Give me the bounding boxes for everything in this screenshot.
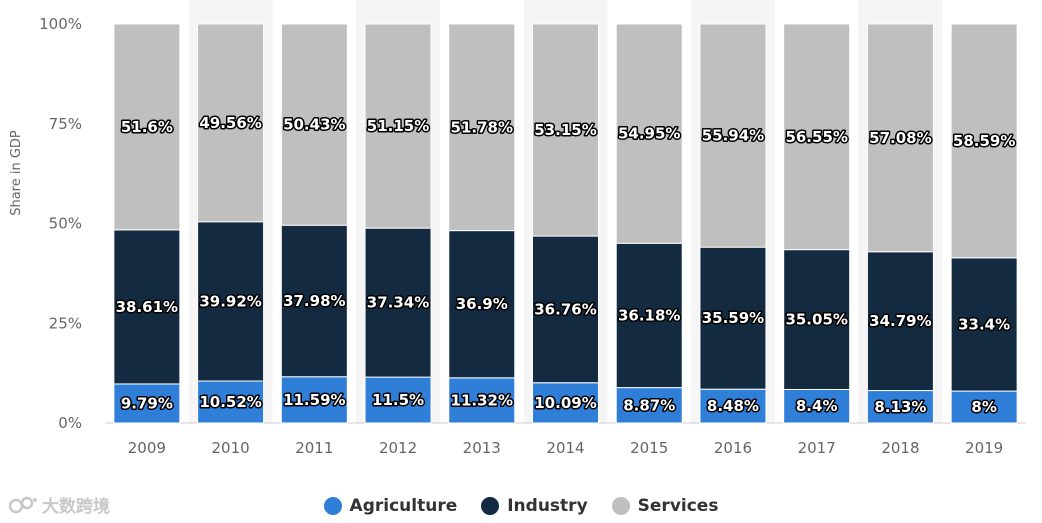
data-label-agriculture-2009: 9.79% [121, 394, 173, 412]
bar-services-2015 [615, 23, 683, 244]
stacked-bar-chart: 0% 25% 50% 75% 100% Share in GDP 9.79% 38.61%… [9, 15, 1026, 457]
bar-industry-2015 [615, 242, 683, 389]
bar-agriculture-2012 [364, 376, 432, 424]
x-tick-label: 2018 [881, 439, 919, 457]
x-tick-label: 2010 [211, 439, 249, 457]
bar-industry-2014 [532, 235, 599, 384]
legend: Agriculture Industry Services [0, 496, 1042, 516]
legend-marker-services [611, 497, 630, 515]
bar-services-2010 [197, 23, 265, 223]
bar-agriculture-2019 [950, 390, 1018, 424]
y-tick-label: 50% [49, 215, 82, 233]
bar-agriculture-2018 [866, 390, 934, 424]
y-tick-label: 25% [49, 314, 82, 332]
data-label-agriculture-2015: 8.87% [623, 396, 675, 414]
watermark-text: 大数跨境 [42, 497, 110, 517]
x-tick-label: 2011 [295, 439, 333, 457]
x-tick-label: 2015 [630, 439, 668, 457]
y-tick-label: 0% [58, 414, 82, 432]
data-label-industry-2009: 38.61% [116, 298, 178, 316]
x-tick-label: 2014 [546, 439, 584, 457]
data-label-agriculture-2014: 10.09% [534, 394, 596, 412]
bar-agriculture-2017 [783, 388, 851, 424]
data-label-agriculture-2019: 8% [971, 398, 996, 416]
bar-industry-2009 [113, 229, 181, 385]
data-label-services-2013: 51.78% [451, 118, 513, 136]
x-tick-label: 2016 [714, 439, 752, 457]
watermark-logo: 大数跨境 [8, 492, 110, 517]
bar-industry-2019 [950, 257, 1018, 392]
data-label-agriculture-2011: 11.59% [283, 391, 345, 409]
bar-services-2012 [364, 23, 432, 229]
data-label-industry-2015: 36.18% [618, 306, 680, 324]
bar-services-2017 [783, 23, 851, 251]
data-label-industry-2011: 37.98% [283, 292, 345, 310]
data-label-agriculture-2018: 8.13% [874, 398, 926, 416]
data-label-services-2011: 50.43% [283, 116, 345, 134]
data-label-agriculture-2013: 11.32% [451, 391, 513, 409]
data-label-services-2014: 53.15% [534, 121, 596, 139]
bar-industry-2013 [448, 230, 516, 379]
bar-industry-2011 [280, 224, 348, 378]
y-tick-label: 100% [39, 15, 82, 33]
bar-agriculture-2010 [197, 380, 265, 424]
bar-services-2013 [448, 23, 516, 232]
x-tick-label: 2019 [965, 439, 1003, 457]
x-tick-label: 2017 [798, 439, 836, 457]
data-label-industry-2018: 34.79% [869, 312, 931, 330]
bar-agriculture-2014 [532, 382, 599, 424]
data-label-industry-2017: 35.05% [785, 311, 847, 329]
data-label-agriculture-2016: 8.48% [707, 397, 759, 415]
data-label-agriculture-2017: 8.4% [796, 397, 838, 415]
data-label-services-2012: 51.15% [367, 117, 429, 135]
bar-industry-2010 [197, 221, 265, 382]
data-label-industry-2012: 37.34% [367, 294, 429, 312]
data-label-industry-2019: 33.4% [958, 315, 1010, 333]
bar-agriculture-2015 [615, 387, 683, 424]
x-axis-ticks: 2009 2010 2011 2012 2013 2014 2015 2016 2017 2018… [128, 439, 1003, 457]
data-label-services-2019: 58.59% [953, 132, 1015, 150]
legend-label-services: Services [637, 496, 719, 516]
bar-industry-2018 [866, 251, 934, 392]
bar-agriculture-2009 [113, 383, 181, 424]
legend-marker-industry [481, 497, 500, 515]
bar-industry-2012 [364, 227, 432, 378]
bar-services-2019 [950, 23, 1018, 259]
legend-item-services[interactable]: Services [611, 496, 719, 516]
data-label-services-2009: 51.6% [121, 118, 173, 136]
data-labels: 9.79% 38.61% 51.6% 10.52% 39.92% 49.56% 11.59%… [114, 112, 1017, 417]
legend-item-agriculture[interactable]: Agriculture [323, 496, 458, 516]
data-label-services-2010: 49.56% [199, 114, 261, 132]
bar-services-2009 [113, 23, 181, 231]
y-axis-title: Share in GDP [9, 130, 24, 216]
bar-industry-2016 [699, 246, 767, 390]
legend-marker-agriculture [323, 497, 342, 515]
bar-services-2016 [699, 23, 767, 248]
bar-services-2018 [866, 23, 934, 253]
data-label-agriculture-2012: 11.5% [372, 391, 424, 409]
y-axis-ticks: 0% 25% 50% 75% 100% [39, 15, 82, 432]
bar-services-2011 [280, 23, 348, 226]
data-label-services-2018: 57.08% [869, 129, 931, 147]
legend-label-industry: Industry [507, 496, 588, 516]
bar-agriculture-2013 [448, 377, 516, 424]
bar-industry-2017 [783, 249, 851, 390]
legend-item-industry[interactable]: Industry [481, 496, 588, 516]
data-label-industry-2014: 36.76% [534, 300, 596, 318]
data-label-industry-2010: 39.92% [199, 292, 261, 310]
legend-label-agriculture: Agriculture [349, 496, 458, 516]
bar-services-2014 [532, 23, 599, 237]
data-label-industry-2016: 35.59% [702, 309, 764, 327]
x-tick-label: 2009 [128, 439, 166, 457]
y-tick-label: 75% [49, 115, 82, 133]
data-label-services-2016: 55.94% [702, 127, 764, 145]
bars [113, 23, 1018, 424]
x-tick-label: 2013 [463, 439, 501, 457]
watermark-icon [8, 496, 37, 513]
data-label-industry-2013: 36.9% [456, 295, 508, 313]
data-label-agriculture-2010: 10.52% [199, 393, 261, 411]
data-label-services-2017: 56.55% [785, 128, 847, 146]
data-label-services-2015: 54.95% [618, 125, 680, 143]
x-tick-label: 2012 [379, 439, 417, 457]
